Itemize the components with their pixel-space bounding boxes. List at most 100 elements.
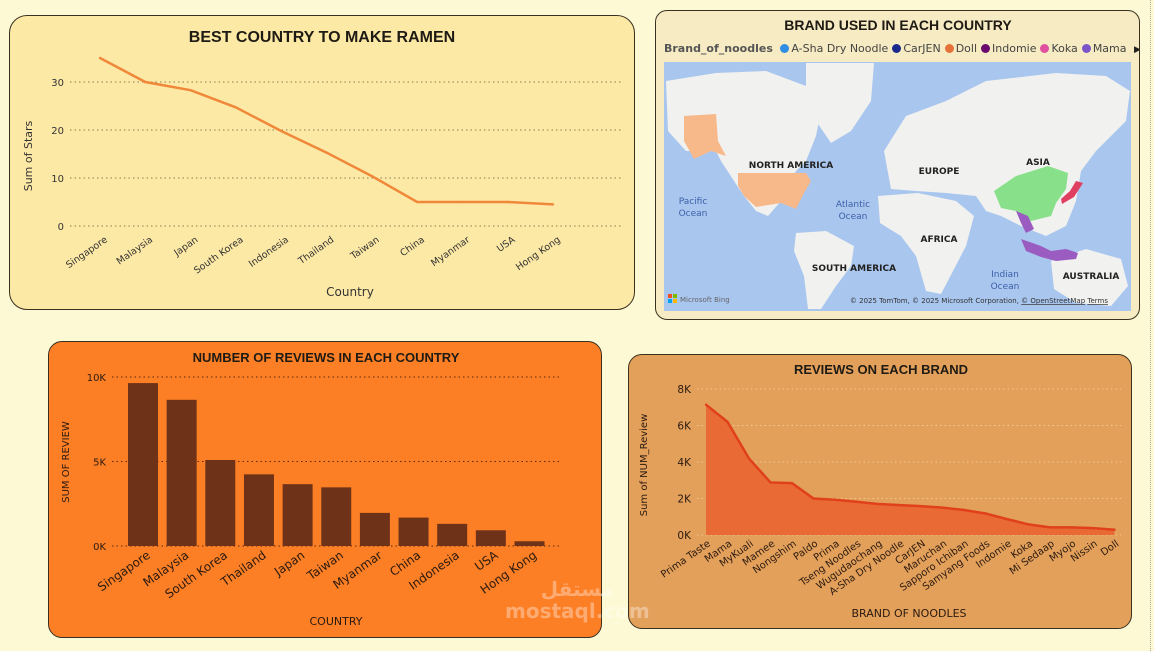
y-axis-title: SUM OF REVIEW — [61, 421, 72, 503]
legend-label: Doll — [955, 42, 978, 55]
chart-title: REVIEWS ON EACH BRAND — [794, 362, 968, 377]
legend-item[interactable]: Doll — [944, 42, 978, 55]
y-tick-label: 4K — [677, 457, 692, 469]
label-asia: ASIA — [1026, 158, 1050, 168]
x-axis-title: Country — [326, 285, 374, 299]
label-pacific-ocean: Ocean — [679, 209, 708, 219]
stars-line-chart: BEST COUNTRY TO MAKE RAMEN Sum of Stars … — [22, 29, 622, 299]
legend-dot-icon — [1040, 44, 1050, 53]
legend-label: Mama — [1092, 42, 1127, 55]
region-alaska[interactable] — [684, 114, 726, 159]
brand-area-chart: REVIEWS ON EACH BRAND Sum of NUM_Review … — [639, 362, 1121, 620]
data-point — [769, 481, 772, 484]
bar — [128, 383, 158, 546]
legend-title: Brand_of_noodles — [664, 42, 773, 55]
data-point — [189, 88, 192, 92]
y-tick-label: 0K — [93, 542, 106, 553]
map-legend: Brand_of_noodles A-Sha Dry Noodle CarJEN D… — [664, 42, 1139, 55]
data-point — [234, 106, 238, 109]
data-point — [1048, 526, 1052, 529]
data-point — [551, 203, 555, 206]
data-point — [461, 200, 464, 204]
legend-item[interactable]: Koka — [1040, 42, 1078, 55]
data-point — [1027, 523, 1030, 526]
osm-link[interactable]: © OpenStreetMap — [1021, 297, 1086, 305]
x-tick-label: Taiwan — [348, 234, 382, 262]
legend-item[interactable]: Indomie — [981, 42, 1036, 55]
stars-line-chart-panel[interactable]: BEST COUNTRY TO MAKE RAMEN Sum of Stars … — [9, 15, 635, 310]
x-tick-label: USA — [472, 548, 501, 574]
svg-text:© 2025 TomTom, © 2025 Microsof: © 2025 TomTom, © 2025 Microsoft Corporat… — [850, 297, 1108, 305]
watermark-logo: مستقل mostaql.com — [505, 577, 650, 623]
region-indonesia[interactable] — [1021, 239, 1078, 261]
x-tick-label: Malaysia — [115, 234, 155, 267]
y-tick-label: 2K — [677, 494, 692, 506]
data-point — [833, 498, 837, 501]
y-tick-label: 0K — [677, 530, 692, 542]
x-tick-label: Doll — [1099, 538, 1121, 558]
chart-title: BEST COUNTRY TO MAKE RAMEN — [189, 29, 455, 46]
bing-logo: Microsoft Bing — [668, 294, 730, 304]
y-tick-label: 20 — [51, 126, 64, 137]
data-point — [1113, 528, 1116, 531]
region-japan[interactable] — [1061, 181, 1083, 204]
reviews-series-line — [705, 403, 1115, 531]
brand-map-panel[interactable]: BRAND USED IN EACH COUNTRY NORTH AMERICA… — [655, 10, 1140, 320]
bar — [205, 459, 236, 546]
x-tick-label: China — [398, 234, 427, 259]
data-point — [415, 200, 419, 204]
map-title: BRAND USED IN EACH COUNTRY — [784, 17, 1012, 33]
legend-item[interactable]: A-Sha Dry Noodle — [780, 42, 888, 55]
label-atlantic: Atlantic — [836, 200, 870, 210]
data-point — [812, 497, 815, 500]
map-visual[interactable]: BRAND USED IN EACH COUNTRY NORTH AMERICA… — [656, 11, 1140, 320]
legend-dot-icon — [981, 44, 991, 53]
data-point — [962, 508, 966, 512]
data-point — [726, 420, 729, 424]
label-europe: EUROPE — [919, 167, 960, 177]
data-point — [898, 503, 901, 507]
copyright-text: © 2025 TomTom, © 2025 Microsoft Corporat… — [850, 297, 1019, 305]
region-usa[interactable] — [738, 173, 811, 209]
label-pacific: Pacific — [679, 197, 708, 207]
terms-link[interactable]: Terms — [1086, 297, 1108, 305]
label-south-america: SOUTH AMERICA — [812, 264, 896, 274]
legend-dot-icon — [1081, 44, 1091, 53]
data-point — [1091, 526, 1095, 530]
stars-series-line — [99, 56, 554, 206]
region-china[interactable] — [994, 166, 1068, 221]
x-tick-label: Myanmar — [429, 234, 472, 269]
page-edge — [1150, 0, 1151, 651]
y-tick-label: 10 — [51, 174, 64, 185]
bar — [437, 523, 468, 546]
data-point — [941, 506, 944, 509]
label-indian-ocean: Ocean — [991, 282, 1020, 292]
y-tick-label: 8K — [677, 384, 692, 396]
bar — [514, 541, 545, 546]
data-point — [919, 504, 923, 508]
x-axis-title: BRAND OF NOODLES — [851, 607, 966, 620]
legend-next-arrow-icon[interactable]: ▶ — [1134, 45, 1139, 55]
legend-item[interactable]: CarJEN — [892, 42, 941, 55]
data-point — [790, 481, 794, 485]
legend-label: A-Sha Dry Noodle — [791, 42, 889, 55]
label-north-america: NORTH AMERICA — [749, 161, 833, 171]
label-africa: AFRICA — [921, 235, 958, 245]
legend-dot-icon — [780, 44, 790, 53]
legend-item[interactable]: Mama — [1081, 42, 1127, 55]
brand-area-chart-panel[interactable]: REVIEWS ON EACH BRAND Sum of NUM_Review … — [628, 354, 1132, 629]
bing-text: Microsoft Bing — [680, 296, 730, 304]
data-point — [144, 80, 147, 84]
bar — [359, 512, 390, 546]
reviews-bar-chart-panel[interactable]: NUMBER OF REVIEWS IN EACH COUNTRY SUM OF… — [48, 341, 602, 638]
region-thailand[interactable] — [1016, 211, 1034, 233]
x-tick-label: USA — [495, 234, 518, 255]
legend-label: Koka — [1051, 42, 1078, 55]
data-point — [280, 129, 283, 133]
area-fill — [706, 404, 1115, 535]
bar — [475, 530, 506, 546]
data-point — [984, 512, 987, 515]
x-axis-title: COUNTRY — [310, 615, 363, 628]
y-tick-label: 5K — [93, 458, 106, 469]
x-tick-label: Singapore — [64, 234, 110, 271]
